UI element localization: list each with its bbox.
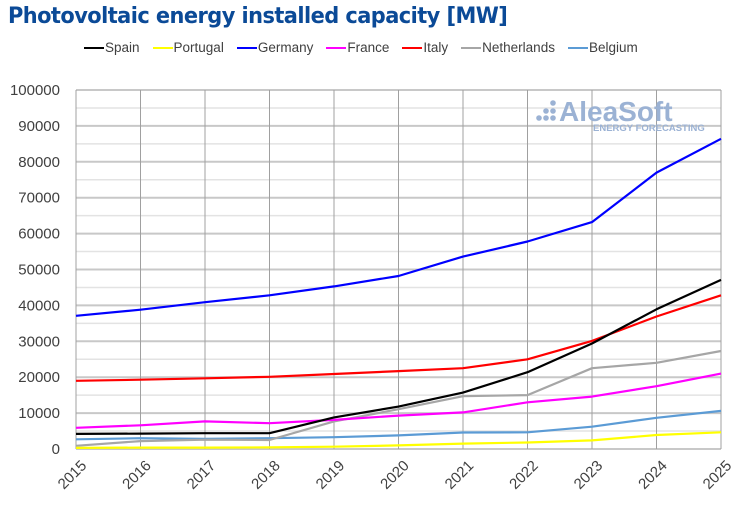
y-tick-label: 80000 [18,154,60,171]
legend-item-belgium: Belgium [567,40,638,55]
legend-swatch [402,46,423,49]
series-line-france [75,372,722,429]
y-tick-label: 100000 [10,82,60,99]
x-tick-label: 2025 [700,457,736,493]
y-tick-label: 0 [52,441,60,458]
y-tick-label: 30000 [18,333,60,350]
series-line-germany [75,137,722,317]
legend-swatch [461,46,482,49]
y-tick-label: 70000 [18,190,60,207]
legend-label: Netherlands [482,40,555,55]
x-axis-ticks: 2015 2016 2017 2018 2019 2020 2021 2022 2023 2024… [55,457,736,493]
legend-swatch [236,46,257,49]
aleasoft-logo-dots-icon [536,100,556,121]
legend-item-france: France [326,40,389,55]
series-lines [75,137,722,449]
y-tick-label: 10000 [18,405,60,422]
series-line-belgium [75,409,722,441]
x-tick-label: 2019 [313,457,349,493]
x-tick-label: 2020 [377,457,413,493]
watermark-tagline: ENERGY FORECASTING [593,123,705,134]
x-tick-label: 2017 [184,457,220,493]
series-line-netherlands [75,349,722,447]
y-tick-label: 60000 [18,226,60,243]
series-line-portugal [75,431,722,449]
x-tick-label: 2023 [571,457,607,493]
watermark-brand: AleaSoft [559,96,673,127]
legend-label: France [347,40,390,55]
legend-swatch [152,46,173,49]
legend-label: Portugal [173,40,224,55]
x-tick-label: 2015 [55,457,91,493]
legend-item-portugal: Portugal [152,40,224,55]
legend-swatch [326,46,347,49]
series-line-spain [75,278,722,435]
aleasoft-watermark: AleaSoft ENERGY FORECASTING [536,96,705,134]
x-tick-label: 2016 [119,457,155,493]
chart-legend: Spain Portugal Germany France Italy Netherlan… [84,40,651,55]
y-tick-label: 90000 [18,118,60,135]
legend-item-italy: Italy [402,40,448,55]
legend-label: Belgium [588,40,638,55]
y-tick-label: 20000 [18,369,60,386]
grid-lines [75,89,722,450]
legend-item-germany: Germany [236,40,314,55]
legend-label: Italy [423,40,449,55]
x-tick-label: 2018 [248,457,284,493]
legend-item-netherlands: Netherlands [461,40,555,55]
legend-label: Spain [105,40,140,55]
legend-item-spain: Spain [84,40,140,55]
y-tick-label: 40000 [18,297,60,314]
legend-swatch [567,46,588,49]
y-axis-ticks: 0 10000 20000 30000 40000 50000 60000 70000 8000… [10,82,60,458]
y-tick-label: 50000 [18,262,60,279]
chart-title: Photovoltaic energy installed capacity [… [8,3,508,29]
x-tick-label: 2022 [506,457,542,493]
x-tick-label: 2024 [635,457,671,493]
x-tick-label: 2021 [442,457,478,493]
legend-swatch [84,46,104,49]
legend-label: Germany [257,40,314,55]
